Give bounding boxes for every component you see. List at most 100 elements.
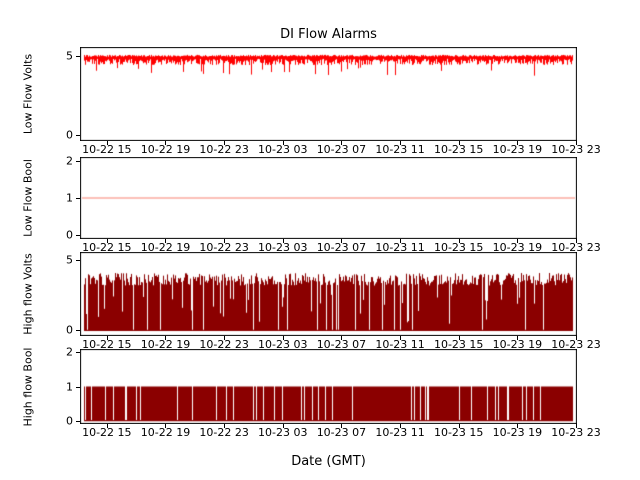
x-tick-mark xyxy=(400,141,401,145)
x-tick-mark xyxy=(341,141,342,145)
x-tick-label: 10-22 19 xyxy=(140,241,191,254)
x-tick-label: 10-23 23 xyxy=(551,338,601,351)
x-tick-mark xyxy=(341,239,342,243)
x-tick-mark xyxy=(517,239,518,243)
x-tick-mark xyxy=(283,336,284,340)
x-tick-label: 10-22 23 xyxy=(199,143,249,156)
x-tick-mark xyxy=(576,336,577,340)
x-tick-label: 10-23 19 xyxy=(492,338,543,351)
x-tick-mark xyxy=(107,424,108,428)
x-tick-label: 10-23 15 xyxy=(433,241,484,254)
y-tick-label: 2 xyxy=(66,345,73,359)
x-tick-label: 10-23 19 xyxy=(492,426,543,439)
x-tick-label: 10-22 15 xyxy=(82,426,132,439)
x-tick-label: 10-22 23 xyxy=(199,241,249,254)
x-tick-label: 10-23 23 xyxy=(551,143,601,156)
y-tick-label: 0 xyxy=(66,323,73,337)
x-tick-mark xyxy=(165,336,166,340)
x-tick-label: 10-23 03 xyxy=(258,143,308,156)
plot-area-high-flow-bool xyxy=(80,349,577,424)
x-tick-mark xyxy=(283,424,284,428)
x-tick-mark xyxy=(165,141,166,145)
y-tick-label: 1 xyxy=(66,191,73,205)
x-tick-mark xyxy=(400,239,401,243)
y-tick-label: 0 xyxy=(66,128,73,142)
y-tick-mark xyxy=(76,235,80,236)
y-axis-label-high-flow-bool: High flow Bool xyxy=(21,347,35,427)
x-tick-mark xyxy=(576,239,577,243)
x-tick-mark xyxy=(400,424,401,428)
x-tick-label: 10-23 07 xyxy=(316,241,367,254)
x-tick-mark xyxy=(459,424,460,428)
y-axis-label-high-flow-volts: High flow Volts xyxy=(21,253,35,335)
x-tick-mark xyxy=(224,336,225,340)
y-tick-mark xyxy=(76,260,80,261)
x-tick-label: 10-23 23 xyxy=(551,241,601,254)
x-tick-label: 10-23 11 xyxy=(375,143,425,156)
x-tick-mark xyxy=(341,336,342,340)
x-tick-label: 10-23 07 xyxy=(316,338,367,351)
x-tick-mark xyxy=(341,424,342,428)
x-tick-mark xyxy=(283,239,284,243)
x-tick-label: 10-23 11 xyxy=(375,241,425,254)
y-tick-label: 0 xyxy=(66,414,73,428)
x-tick-label: 10-23 23 xyxy=(551,426,601,439)
x-tick-mark xyxy=(107,239,108,243)
y-tick-mark xyxy=(76,161,80,162)
x-tick-mark xyxy=(459,141,460,145)
x-tick-mark xyxy=(576,424,577,428)
y-axis-label-low-flow-bool: Low Flow Bool xyxy=(21,159,35,237)
x-tick-mark xyxy=(165,239,166,243)
x-tick-label: 10-23 19 xyxy=(492,143,543,156)
chart-title: DI Flow Alarms xyxy=(280,27,377,42)
x-tick-label: 10-23 07 xyxy=(316,426,367,439)
x-tick-label: 10-23 15 xyxy=(433,143,484,156)
y-tick-mark xyxy=(76,330,80,331)
x-tick-label: 10-22 19 xyxy=(140,143,191,156)
x-tick-label: 10-22 19 xyxy=(140,426,191,439)
x-tick-label: 10-23 11 xyxy=(375,338,425,351)
x-tick-label: 10-22 19 xyxy=(140,338,191,351)
x-tick-label: 10-23 15 xyxy=(433,338,484,351)
plot-area-high-flow-volts xyxy=(80,252,577,336)
x-tick-mark xyxy=(517,336,518,340)
y-tick-label: 5 xyxy=(66,253,73,267)
x-tick-mark xyxy=(107,336,108,340)
x-tick-label: 10-23 03 xyxy=(258,241,308,254)
x-tick-mark xyxy=(400,336,401,340)
y-tick-mark xyxy=(76,198,80,199)
y-tick-label: 0 xyxy=(66,228,73,242)
plot-area-low-flow-volts xyxy=(80,47,577,141)
x-tick-mark xyxy=(283,141,284,145)
y-tick-mark xyxy=(76,387,80,388)
x-tick-label: 10-23 07 xyxy=(316,143,367,156)
x-tick-mark xyxy=(224,239,225,243)
y-tick-label: 5 xyxy=(66,49,73,63)
x-tick-label: 10-23 03 xyxy=(258,338,308,351)
x-tick-label: 10-22 23 xyxy=(199,426,249,439)
x-axis-label: Date (GMT) xyxy=(291,454,366,469)
x-tick-mark xyxy=(224,424,225,428)
x-tick-mark xyxy=(459,239,460,243)
y-tick-mark xyxy=(76,421,80,422)
y-axis-label-low-flow-volts: Low Flow Volts xyxy=(21,53,35,135)
x-tick-label: 10-22 15 xyxy=(82,143,132,156)
x-tick-label: 10-22 23 xyxy=(199,338,249,351)
x-tick-mark xyxy=(517,424,518,428)
x-tick-label: 10-23 11 xyxy=(375,426,425,439)
x-tick-mark xyxy=(107,141,108,145)
y-tick-mark xyxy=(76,135,80,136)
x-tick-mark xyxy=(459,336,460,340)
y-tick-mark xyxy=(76,56,80,57)
x-tick-mark xyxy=(165,424,166,428)
x-tick-mark xyxy=(224,141,225,145)
x-tick-mark xyxy=(576,141,577,145)
y-tick-mark xyxy=(76,352,80,353)
x-tick-label: 10-22 15 xyxy=(82,338,132,351)
x-tick-label: 10-23 15 xyxy=(433,426,484,439)
x-tick-label: 10-23 19 xyxy=(492,241,543,254)
x-tick-label: 10-22 15 xyxy=(82,241,132,254)
plot-area-low-flow-bool xyxy=(80,157,577,239)
x-tick-mark xyxy=(517,141,518,145)
